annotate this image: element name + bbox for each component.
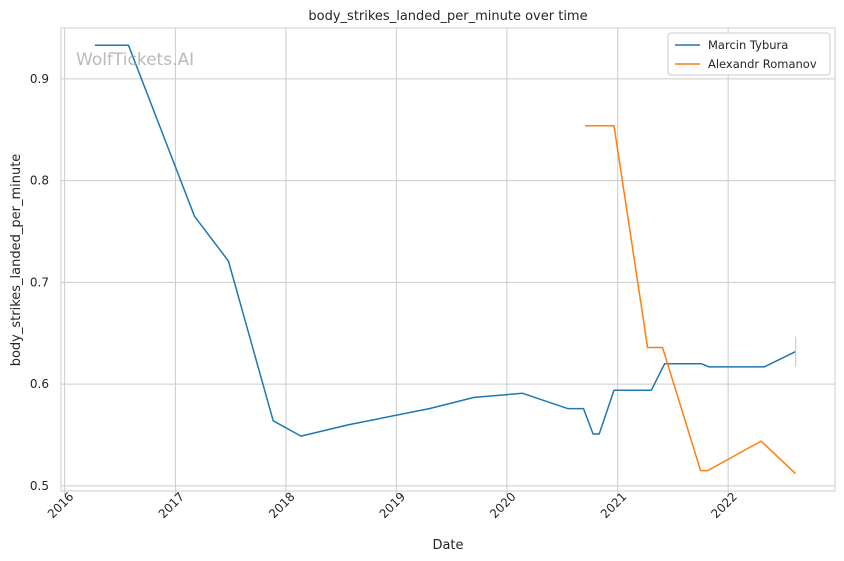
y-tick-label: 0.9 [30,72,49,86]
series-lines [94,44,797,475]
legend-box [667,32,831,76]
y-tick-label: 0.5 [30,479,49,493]
y-tick-label: 0.8 [30,174,49,188]
x-axis-label: Date [432,538,463,553]
x-tick-label: 2016 [45,490,76,521]
legend-label: Alexandr Romanov [708,57,817,71]
plot-area [60,27,836,492]
y-axis-label: body_strikes_landed_per_minute [9,154,24,367]
chart-title: body_strikes_landed_per_minute over time [308,9,587,24]
legend: Marcin Tybura Alexandr Romanov [667,32,831,76]
x-tick-label: 2022 [708,490,739,521]
x-tick-label: 2021 [598,490,629,521]
legend-items: Marcin Tybura Alexandr Romanov [675,38,817,71]
y-tick-label: 0.6 [30,377,49,391]
series-line-1 [585,124,797,475]
x-tick-label: 2020 [487,490,518,521]
legend-label: Marcin Tybura [708,38,788,52]
y-tick-label: 0.7 [30,275,49,289]
x-tick-label: 2019 [377,490,408,521]
grid [61,28,835,491]
watermark: WolfTickets.AI [76,50,194,70]
x-tick-label: 2017 [156,490,187,521]
x-tick-label: 2018 [266,490,297,521]
series-line-0 [94,44,796,437]
